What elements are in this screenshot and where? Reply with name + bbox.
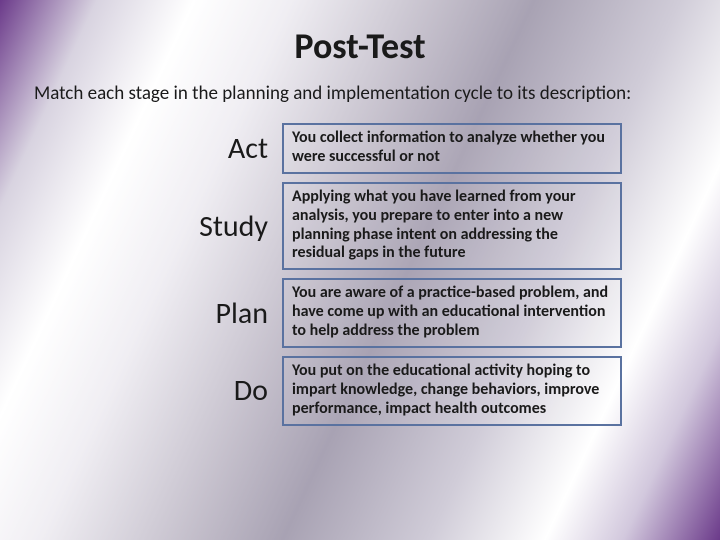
slide-title: Post-Test	[34, 24, 686, 68]
description-box[interactable]: You put on the educational activity hopi…	[282, 356, 622, 426]
description-box[interactable]: You are aware of a practice-based proble…	[282, 278, 622, 348]
stage-label-study[interactable]: Study	[34, 208, 274, 245]
match-rows: Act You collect information to analyze w…	[34, 123, 686, 426]
match-row: Plan You are aware of a practice-based p…	[34, 278, 686, 348]
description-box[interactable]: Applying what you have learned from your…	[282, 182, 622, 271]
match-row: Act You collect information to analyze w…	[34, 123, 686, 174]
stage-label-do[interactable]: Do	[34, 372, 274, 409]
stage-label-plan[interactable]: Plan	[34, 295, 274, 332]
match-row: Do You put on the educational activity h…	[34, 356, 686, 426]
instruction-text: Match each stage in the planning and imp…	[34, 82, 686, 105]
description-box[interactable]: You collect information to analyze wheth…	[282, 123, 622, 174]
match-row: Study Applying what you have learned fro…	[34, 182, 686, 271]
slide: Post-Test Match each stage in the planni…	[0, 0, 720, 540]
stage-label-act[interactable]: Act	[34, 130, 274, 167]
